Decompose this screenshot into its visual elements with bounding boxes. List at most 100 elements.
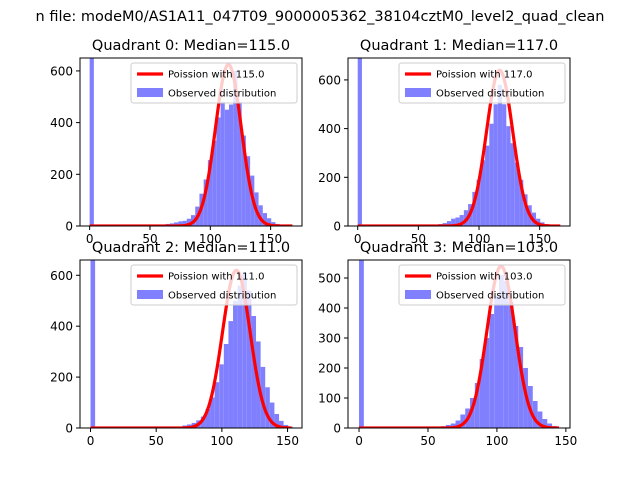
x-tick-label: 150 <box>554 434 577 448</box>
poisson-fit-line <box>89 62 293 226</box>
histogram-bar <box>216 117 221 226</box>
x-tick-label: 100 <box>468 232 491 246</box>
legend-label-fit: Poission with 111.0 <box>168 272 264 283</box>
histogram-bar <box>523 194 528 226</box>
legend-bar-swatch <box>405 290 431 299</box>
y-tick-label: 200 <box>318 171 341 185</box>
legend-box <box>398 62 566 104</box>
x-tick-label: 0 <box>86 232 94 246</box>
histogram-bar <box>233 70 238 226</box>
histogram-bar <box>228 321 234 428</box>
legend-box <box>398 264 566 306</box>
histogram-bar <box>460 414 466 428</box>
histogram-bar <box>547 423 553 428</box>
histogram-bar <box>186 218 191 226</box>
y-tick-label: 200 <box>318 362 341 376</box>
histogram-bar <box>212 140 217 226</box>
histogram-bar <box>518 347 524 428</box>
histogram-bar <box>446 221 452 226</box>
subplot-title: Quadrant 0: Median=115.0 <box>92 38 290 54</box>
histogram-bar <box>214 382 220 428</box>
histogram-bar <box>224 109 230 226</box>
histogram-bar <box>258 205 263 226</box>
histogram-bar <box>359 260 364 428</box>
histogram-bar <box>269 402 275 428</box>
legend-label-fit: Poission with 103.0 <box>436 272 532 283</box>
subplot-title: Quadrant 3: Median=103.0 <box>360 240 558 256</box>
legend-box <box>130 62 298 104</box>
histogram-bar <box>497 84 503 226</box>
axes-frame <box>79 57 303 227</box>
y-tick-label: 500 <box>318 272 341 286</box>
histogram-bar <box>498 275 504 428</box>
x-tick-label: 50 <box>420 434 435 448</box>
histogram-bar <box>274 414 280 428</box>
axes-frame <box>79 259 303 429</box>
histogram-bar <box>532 401 538 428</box>
y-tick-label: 0 <box>333 422 341 436</box>
poisson-fit-line <box>357 68 561 226</box>
histogram-bar <box>480 160 486 226</box>
histogram-bar <box>210 397 215 428</box>
y-tick-label: 600 <box>318 73 341 87</box>
histogram-bar <box>537 411 543 428</box>
histogram-bar <box>506 126 511 226</box>
subplot-1: 0 50 100 150 0 200 400 600 Quadrant 1: Median=11… <box>318 38 571 246</box>
histogram-bar <box>246 290 252 428</box>
subplot-0: 0 50 100 150 0 200 400 600 Quadrant 0: Median=11… <box>50 38 303 246</box>
histogram-bar <box>245 156 251 226</box>
histogram-bar <box>262 213 268 226</box>
histogram-bar <box>474 383 480 428</box>
histogram-bar <box>174 222 179 226</box>
axes-frame <box>347 57 571 227</box>
histogram-bar <box>223 344 229 428</box>
histogram-bar <box>510 143 515 226</box>
y-tick-label: 0 <box>65 220 73 234</box>
histogram-bar <box>503 281 509 428</box>
y-tick-label: 600 <box>50 269 73 283</box>
legend: Poission with 103.0 Observed distribution <box>398 264 566 306</box>
legend-bar-swatch <box>137 290 163 299</box>
x-tick-label: 0 <box>354 232 362 246</box>
legend-bar-swatch <box>137 88 163 97</box>
histogram-bar <box>220 101 225 226</box>
histogram-bar <box>251 316 257 428</box>
y-tick-label: 600 <box>50 64 73 78</box>
histogram-bar <box>451 218 456 226</box>
histogram-bar <box>455 420 461 428</box>
histogram-bar <box>267 218 272 226</box>
y-tick-label: 400 <box>318 302 341 316</box>
histogram-bar <box>241 135 246 226</box>
histogram-bar <box>484 338 490 428</box>
histogram-bar <box>514 162 520 226</box>
histogram-bar <box>489 123 494 226</box>
histogram-bar <box>450 423 456 428</box>
histogram-bar <box>200 416 206 428</box>
x-tick-label: 100 <box>199 232 222 246</box>
histogram-bar <box>207 160 213 226</box>
x-tick-label: 150 <box>276 434 299 448</box>
subplot-3: 0 50 100 150 0 100 200 300 400 500 Quadrant 3: Med… <box>318 240 577 448</box>
y-tick-label: 400 <box>318 122 341 136</box>
x-tick-label: 50 <box>142 232 157 246</box>
histogram-bar <box>242 272 247 428</box>
x-tick-label: 150 <box>528 232 551 246</box>
histogram-bar <box>237 285 243 428</box>
y-tick-label: 400 <box>50 320 73 334</box>
histogram-bar <box>203 179 208 226</box>
histogram-bar <box>479 359 485 428</box>
figure-suptitle: n file: modeM0/AS1A11_047T09_9000005362_… <box>36 9 605 25</box>
legend-label-observed: Observed distribution <box>436 291 544 302</box>
histogram-bar <box>513 326 519 428</box>
legend-label-observed: Observed distribution <box>168 291 276 302</box>
y-tick-label: 300 <box>318 332 341 346</box>
x-tick-label: 0 <box>87 434 95 448</box>
legend-label-fit: Poission with 115.0 <box>168 70 264 81</box>
histogram-bar <box>476 179 481 226</box>
histogram-bar <box>489 314 495 428</box>
histogram-bar <box>459 215 464 226</box>
histogram-bar <box>229 104 234 226</box>
histogram-bar <box>237 101 242 226</box>
histogram-bar <box>182 220 187 226</box>
